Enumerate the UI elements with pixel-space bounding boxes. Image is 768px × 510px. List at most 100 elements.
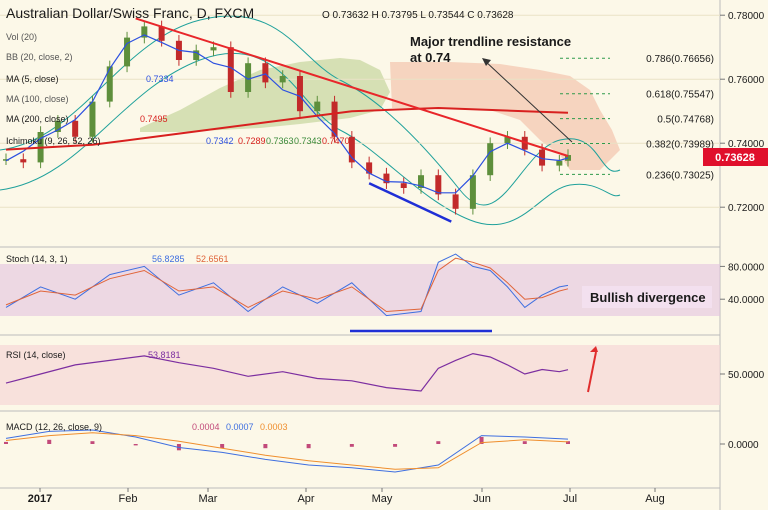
ichimoku-value-4: 0.7343 <box>294 136 322 146</box>
rsi-tick-label: 50.0000 <box>728 370 765 381</box>
candle-body <box>331 101 338 137</box>
candle-body <box>262 63 269 83</box>
ichimoku-value-1: 0.7342 <box>206 136 234 146</box>
macd-value-1: 0.0004 <box>192 422 220 432</box>
macd-hist-bar <box>133 444 138 446</box>
candle-body <box>400 183 407 188</box>
candle-body <box>20 159 27 163</box>
bollinger-lower <box>0 52 621 226</box>
macd-signal-line <box>5 432 569 470</box>
candle-body <box>210 47 217 51</box>
macd-hist-bar <box>349 444 354 447</box>
support-line <box>368 182 452 223</box>
candle-body <box>158 26 165 41</box>
rsi-band <box>0 345 720 405</box>
candle-body <box>245 63 252 92</box>
stoch-k-value: 56.8285 <box>152 254 185 264</box>
candle-body <box>504 136 511 144</box>
candle-body <box>366 162 373 174</box>
candle-body <box>279 76 286 83</box>
ma5-legend: MA (5, close) <box>6 74 59 84</box>
time-tick-label: Jul <box>563 493 577 505</box>
candle-body <box>348 136 355 163</box>
bullish-divergence-box <box>582 286 712 308</box>
macd-hist-bar <box>436 441 441 444</box>
vol-legend: Vol (20) <box>6 32 37 42</box>
candle-body <box>141 26 148 38</box>
candle-body <box>314 101 321 112</box>
macd-value-2: 0.0007 <box>226 422 254 432</box>
time-axis-ticks: 2017 Feb Mar Apr May Jun Jul Aug <box>28 488 665 505</box>
main-pane <box>0 0 720 246</box>
price-tick-label: 0.74000 <box>728 139 765 150</box>
time-tick-label: Mar <box>199 493 218 505</box>
trendline-resistance <box>135 17 569 157</box>
candle-body <box>124 37 131 67</box>
ichimoku-value-5: 0.7470 <box>322 136 350 146</box>
price-axis <box>720 0 768 510</box>
candle-body <box>193 50 200 60</box>
macd-hist-bar <box>479 437 484 444</box>
candle-body <box>227 47 234 92</box>
price-axis-ticks: 0.78000 0.76000 0.74000 0.72000 <box>720 11 765 214</box>
annotation-pointer-head <box>482 58 491 66</box>
price-tick-label: 0.72000 <box>728 203 765 214</box>
stoch-d-value: 52.6561 <box>196 254 229 264</box>
bullish-divergence-label: Bullish divergence <box>590 290 706 305</box>
time-tick-label: May <box>372 493 393 505</box>
candle-body <box>469 175 476 209</box>
macd-ticks: 0.0000 <box>720 440 759 451</box>
fib-levels: 0.786(0.76656) 0.618(0.75547) 0.5(0.74768)… <box>560 54 714 181</box>
candle-body <box>72 120 79 137</box>
candle-body <box>556 160 563 166</box>
grid-lines <box>0 14 720 208</box>
macd-hist-bar <box>522 441 527 444</box>
fib-label: 0.786(0.76656) <box>646 54 714 65</box>
rsi-value: 53.8181 <box>148 350 181 360</box>
macd-hist-bar <box>4 441 8 444</box>
candle-body <box>452 194 459 209</box>
ma5-value: 0.7334 <box>146 74 174 84</box>
candle-body <box>296 76 303 112</box>
annotation-pointer <box>483 59 573 143</box>
candle-body <box>106 66 113 102</box>
ohlc-values: O 0.73632 H 0.73795 L 0.73544 C 0.73628 <box>322 10 514 21</box>
macd-hist-bar <box>393 444 398 447</box>
candle-body <box>89 101 96 137</box>
fib-label: 0.618(0.75547) <box>646 90 714 101</box>
macd-line <box>5 429 569 473</box>
ma200-value: 0.7495 <box>140 114 168 124</box>
rsi-arrow <box>587 351 597 393</box>
ma200-line <box>5 106 569 151</box>
macd-pane <box>0 412 720 488</box>
candle-body <box>418 175 425 188</box>
rsi-line <box>5 352 569 392</box>
candle-body <box>435 175 442 195</box>
stoch-d-line <box>5 257 569 313</box>
chart-title: Australian Dollar/Swiss Franc, D, FXCM <box>6 5 254 21</box>
candle-body <box>54 120 61 132</box>
time-tick-label: Apr <box>297 493 314 505</box>
fib-label: 0.5(0.74768) <box>657 115 714 126</box>
stoch-ticks: 80.0000 40.0000 <box>720 262 765 306</box>
ma200-legend: MA (200, close) <box>6 114 69 124</box>
price-badge-text: 0.73628 <box>715 152 755 164</box>
macd-hist-bar <box>566 441 570 444</box>
time-tick-label: 2017 <box>28 493 52 505</box>
candle-body <box>539 149 546 166</box>
fib-label: 0.236(0.73025) <box>646 170 714 181</box>
macd-hist-bar <box>47 439 52 444</box>
rsi-legend: RSI (14, close) <box>6 350 66 360</box>
stoch-tick-label: 80.0000 <box>728 262 765 273</box>
candle-body <box>487 143 494 176</box>
candle-body <box>383 173 390 184</box>
macd-hist-bar <box>90 441 95 444</box>
bb-legend: BB (20, close, 2) <box>6 52 73 62</box>
ma5-line <box>5 34 569 194</box>
time-axis <box>0 488 720 510</box>
price-badge <box>703 148 768 166</box>
candle-body <box>3 159 9 161</box>
price-tick-label: 0.76000 <box>728 75 765 86</box>
